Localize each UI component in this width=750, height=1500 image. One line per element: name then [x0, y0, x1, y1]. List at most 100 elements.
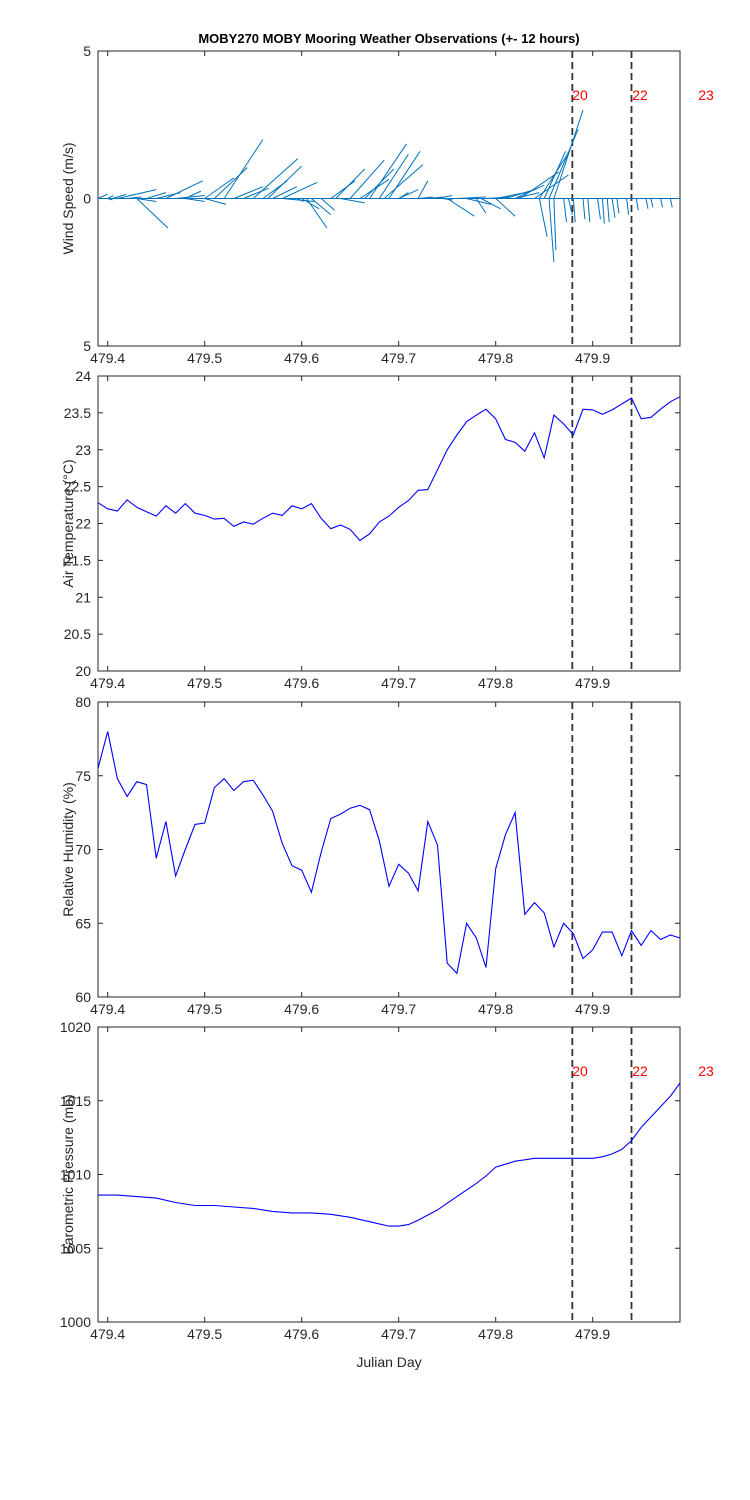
wind-vector — [437, 195, 453, 199]
wind-vector — [635, 198, 639, 211]
wind-vector — [543, 151, 566, 199]
wind-vector — [398, 192, 409, 199]
x-tick-label: 479.9 — [575, 1001, 610, 1017]
wind-vector — [534, 174, 569, 199]
wind-vector — [335, 168, 366, 199]
x-tick-label: 479.5 — [187, 1001, 222, 1017]
wind-vector — [378, 153, 409, 199]
wind-vector — [572, 198, 576, 223]
wind-vector — [567, 198, 573, 215]
wind-vector — [320, 198, 336, 211]
y-tick-label: 23 — [75, 442, 91, 458]
wind-vector — [495, 198, 516, 217]
marker-annotation: 20 — [572, 1063, 588, 1079]
figure-title: MOBY270 MOBY Mooring Weather Observation… — [198, 31, 579, 46]
wind-vector — [587, 198, 591, 223]
marker-annotation: 23 — [698, 87, 714, 103]
wind-vector — [475, 198, 487, 214]
wind-vector — [669, 198, 673, 208]
wind-vector — [514, 192, 540, 199]
y-tick-label: 20.5 — [64, 626, 91, 642]
wind-vector — [136, 198, 157, 202]
wind-vector — [548, 198, 555, 262]
y-tick-label: 23.5 — [64, 405, 91, 421]
wind-vector — [427, 196, 444, 199]
wind-vector — [553, 109, 584, 199]
y-tick-label: 1020 — [60, 1019, 91, 1035]
wind-vector — [519, 171, 560, 199]
wind-vector — [127, 196, 142, 199]
axes-box — [97, 1026, 681, 1323]
wind-vector — [282, 181, 318, 199]
wind-vector — [214, 167, 248, 199]
wind-vector — [597, 198, 601, 220]
x-tick-label: 479.7 — [381, 1001, 416, 1017]
x-tick-label: 479.5 — [187, 350, 222, 366]
y-tick-label: 5 — [83, 43, 91, 59]
y-tick-label: 1005 — [60, 1240, 91, 1256]
wind-vector — [252, 158, 299, 199]
x-tick-label: 479.5 — [187, 1326, 222, 1342]
x-tick-label: 479.8 — [478, 1001, 513, 1017]
wind-vector — [223, 139, 264, 199]
wind-vector — [243, 187, 269, 199]
wind-vector — [606, 198, 610, 223]
y-tick-label: 5 — [83, 338, 91, 354]
marker-annotation: 22 — [632, 1063, 648, 1079]
wind-vector — [165, 180, 203, 199]
wind-vector — [369, 143, 407, 199]
panel-2: 20 20.5 21 21.5 22 22.5 23 23.5 24 479.4 479.5 479.… — [60, 368, 681, 691]
wind-vector — [296, 198, 304, 202]
wind-vector — [660, 198, 664, 208]
y-axis-label: Air Temperature (°C) — [60, 459, 76, 587]
y-tick-label: 70 — [75, 842, 91, 858]
y-tick-label: 80 — [75, 694, 91, 710]
wind-vector — [204, 198, 227, 205]
wind-vector — [233, 186, 264, 199]
wind-vector — [107, 195, 114, 199]
y-tick-label: 22.5 — [64, 479, 91, 495]
wind-vector — [553, 198, 557, 251]
wind-vector — [456, 196, 487, 199]
wind-vector — [645, 198, 649, 209]
wind-vector — [282, 198, 315, 202]
wind-vector — [311, 198, 332, 216]
marker-annotation: 22 — [632, 87, 648, 103]
y-tick-label: 60 — [75, 989, 91, 1005]
x-tick-label: 479.6 — [284, 1001, 319, 1017]
y-tick-label: 24 — [75, 368, 91, 384]
x-tick-label: 479.9 — [575, 1326, 610, 1342]
wind-vector — [480, 198, 501, 210]
y-tick-label: 21.5 — [64, 552, 91, 568]
wind-vector — [146, 192, 167, 199]
series-line — [97, 396, 681, 542]
wind-vector — [505, 189, 535, 199]
wind-vector — [417, 180, 429, 199]
marker-annotation: 23 — [698, 1063, 714, 1079]
wind-vector — [306, 198, 328, 229]
wind-vector — [117, 189, 157, 199]
wind-vector — [446, 198, 475, 217]
y-tick-label: 65 — [75, 915, 91, 931]
wind-vector — [563, 198, 568, 223]
series-line — [97, 731, 681, 975]
x-tick-label: 479.7 — [381, 350, 416, 366]
wind-vector — [175, 195, 205, 199]
wind-vector — [107, 198, 113, 201]
x-tick-label: 479.6 — [284, 1326, 319, 1342]
x-tick-label: 479.7 — [381, 675, 416, 691]
y-tick-label: 1000 — [60, 1314, 91, 1330]
wind-vector — [388, 151, 421, 199]
y-tick-label: 20 — [75, 663, 91, 679]
wind-vector — [383, 164, 424, 199]
x-tick-label: 479.7 — [381, 1326, 416, 1342]
x-tick-label: 479.8 — [478, 350, 513, 366]
wind-vector — [582, 198, 586, 220]
x-axis-label: Julian Day — [356, 1354, 421, 1370]
marker-annotation: 20 — [572, 87, 588, 103]
wind-vector — [616, 198, 620, 214]
wind-vector — [204, 177, 235, 199]
y-axis-label: Barometric Pressure (mb) — [60, 1094, 76, 1254]
